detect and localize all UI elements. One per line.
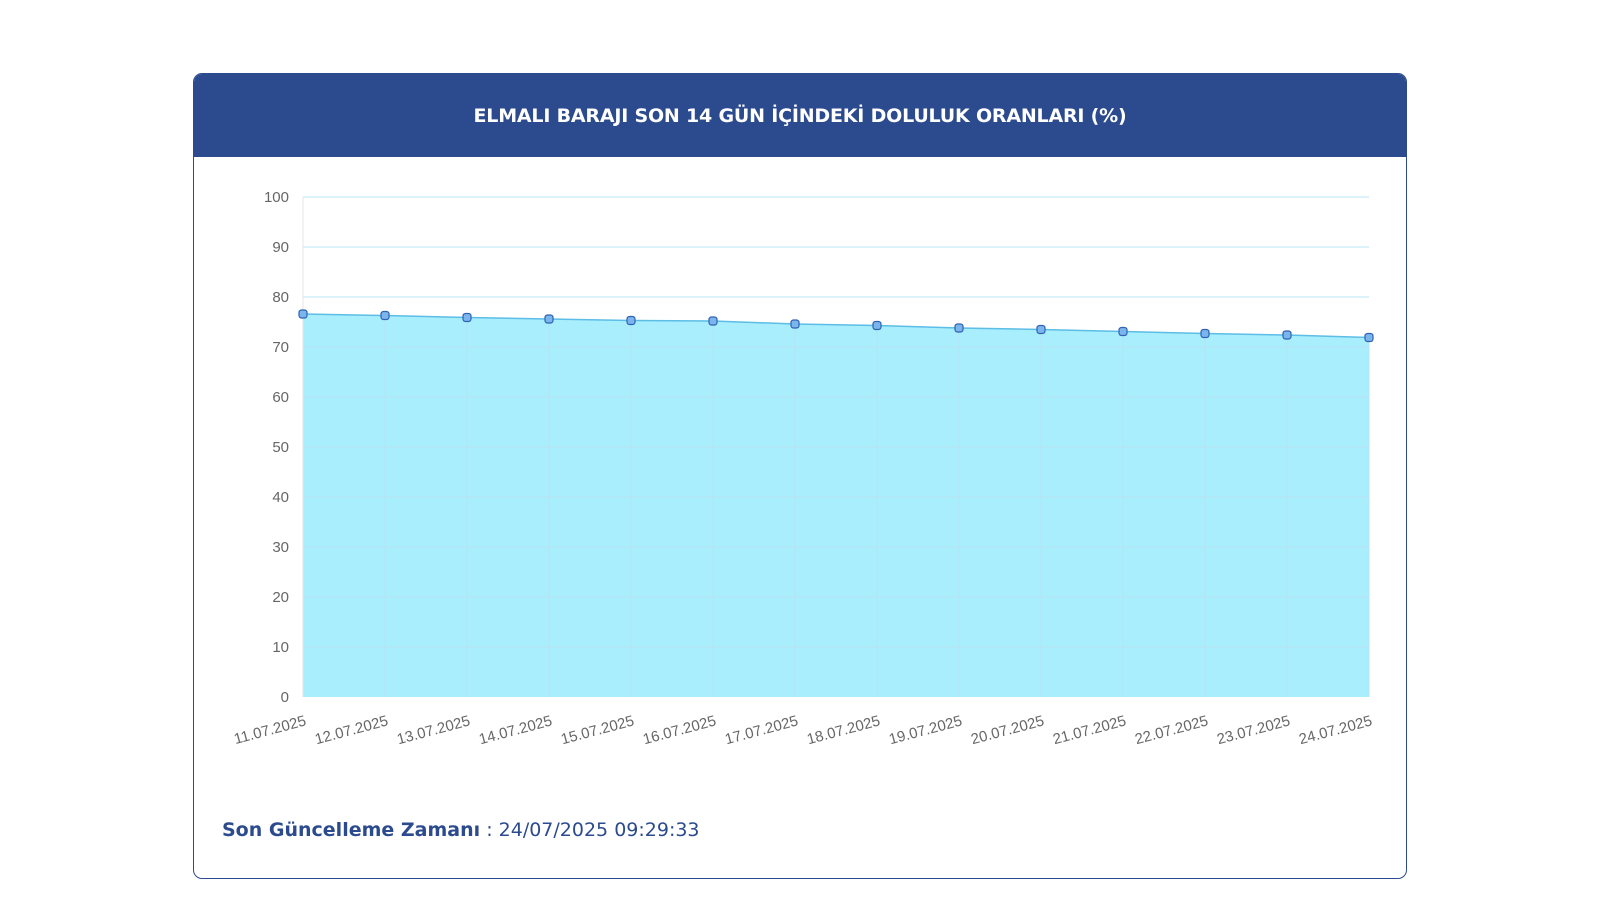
y-tick-label: 30	[272, 539, 289, 556]
y-tick-label: 70	[272, 339, 289, 356]
x-tick-label: 22.07.2025	[1133, 712, 1210, 748]
y-tick-label: 60	[272, 389, 289, 406]
x-tick-label: 23.07.2025	[1215, 712, 1292, 748]
y-tick-label: 10	[272, 639, 289, 656]
data-point	[790, 319, 800, 329]
last-update-label: Son Güncelleme Zamanı	[222, 819, 481, 841]
data-point	[626, 315, 636, 326]
x-tick-label: 20.07.2025	[969, 712, 1046, 748]
y-tick-label: 80	[272, 289, 289, 306]
last-update-value: 24/07/2025 09:29:33	[498, 819, 700, 841]
y-tick-label: 100	[264, 189, 289, 206]
x-tick-label: 24.07.2025	[1297, 712, 1374, 748]
data-point	[544, 314, 554, 324]
data-point	[1036, 324, 1046, 335]
y-tick-label: 50	[272, 439, 289, 456]
series-line	[302, 313, 1370, 339]
x-tick-label: 12.07.2025	[313, 712, 390, 748]
data-point	[298, 309, 308, 319]
x-tick-label: 11.07.2025	[232, 712, 308, 748]
x-tick-label: 14.07.2025	[477, 712, 554, 748]
x-tick-label: 19.07.2025	[887, 712, 964, 748]
y-tick-label: 40	[272, 489, 289, 506]
data-point	[1364, 332, 1374, 343]
y-tick-label: 20	[272, 589, 289, 606]
data-point	[462, 312, 472, 323]
card-header: ELMALI BARAJI SON 14 GÜN İÇİNDEKİ DOLULU…	[194, 74, 1406, 157]
x-tick-label: 15.07.2025	[559, 712, 636, 748]
data-point	[380, 310, 390, 321]
chart-title: ELMALI BARAJI SON 14 GÜN İÇİNDEKİ DOLULU…	[473, 104, 1127, 127]
x-tick-label: 17.07.2025	[723, 712, 800, 748]
x-tick-label: 18.07.2025	[805, 712, 882, 748]
y-tick-label: 0	[281, 689, 289, 706]
x-tick-label: 13.07.2025	[395, 712, 472, 748]
data-point	[708, 316, 718, 326]
data-point	[872, 320, 882, 331]
area-chart: 0 10 20 30 40 50 60 70 80 90 100 11.07.2025 12.07.20…	[232, 189, 1374, 748]
x-tick-label: 16.07.2025	[641, 712, 718, 748]
series-area	[303, 314, 1369, 697]
data-point	[954, 323, 964, 333]
chart-card: ELMALI BARAJI SON 14 GÜN İÇİNDEKİ DOLULU…	[193, 73, 1407, 879]
x-tick-label: 21.07.2025	[1051, 712, 1128, 748]
data-point	[1282, 330, 1292, 340]
last-update-separator: :	[480, 819, 499, 841]
data-point	[1200, 328, 1210, 339]
data-point	[1118, 326, 1128, 337]
last-update: Son Güncelleme Zamanı : 24/07/2025 09:29…	[222, 819, 700, 841]
y-tick-label: 90	[272, 239, 289, 256]
